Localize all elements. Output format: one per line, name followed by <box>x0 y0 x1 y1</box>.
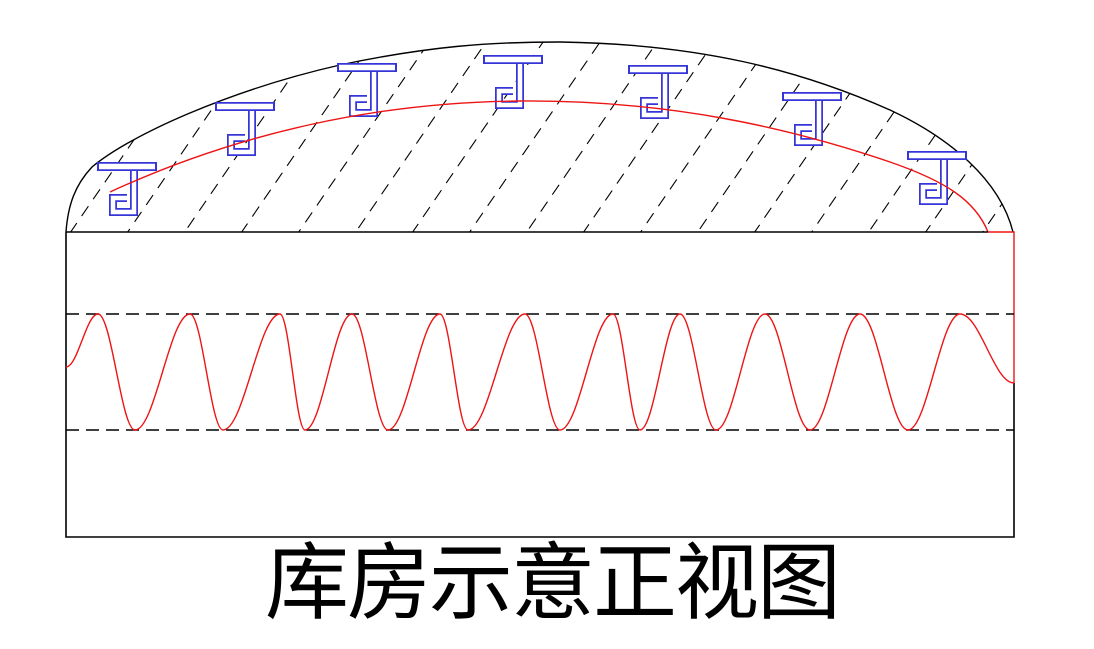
roof-hanger <box>337 63 397 117</box>
roof-hanger <box>97 162 157 216</box>
hanger-hook-channel <box>110 171 137 215</box>
membrane-wave-line <box>65 313 1015 431</box>
hanger-hook-channel <box>350 72 377 116</box>
drawing-title: 库房示意正视图 <box>264 538 841 631</box>
roof-hanger <box>483 55 543 109</box>
body-walls <box>65 231 1015 538</box>
hatch-line <box>126 42 268 232</box>
hatch-line <box>753 42 895 232</box>
roof-hanger <box>215 102 275 156</box>
building-body-outline <box>65 231 1015 538</box>
hatch-line <box>468 42 610 232</box>
hatch-line <box>297 42 439 232</box>
roof-arc-outline <box>65 41 1014 233</box>
hanger-stem-hook <box>109 171 138 216</box>
hanger-hook-channel <box>641 74 668 118</box>
hatch-line <box>1039 29 1094 233</box>
suspended-track-arc <box>109 100 989 233</box>
hatch-line <box>525 42 667 232</box>
roof-hanger <box>782 92 842 146</box>
roof-hanger <box>907 151 967 205</box>
hanger-stem-hook <box>495 64 524 109</box>
roof-hanger <box>628 65 688 119</box>
hatch-line <box>240 42 382 232</box>
hatch-line <box>69 42 211 232</box>
hatch-line <box>639 42 781 232</box>
roof-hanger-group <box>97 55 967 216</box>
hanger-stem-hook <box>227 111 256 156</box>
hanger-hook-channel <box>795 101 822 145</box>
hatch-line <box>354 42 496 232</box>
hatch-line <box>582 42 724 232</box>
hanger-hook-channel <box>228 111 255 155</box>
level-dashed-lines <box>66 313 1014 431</box>
hanger-hook-channel <box>496 64 523 108</box>
hanger-stem-hook <box>349 72 378 117</box>
track-corner-line <box>988 231 1015 383</box>
hatch-line <box>981 42 1013 232</box>
hanger-hook-channel <box>920 160 947 204</box>
